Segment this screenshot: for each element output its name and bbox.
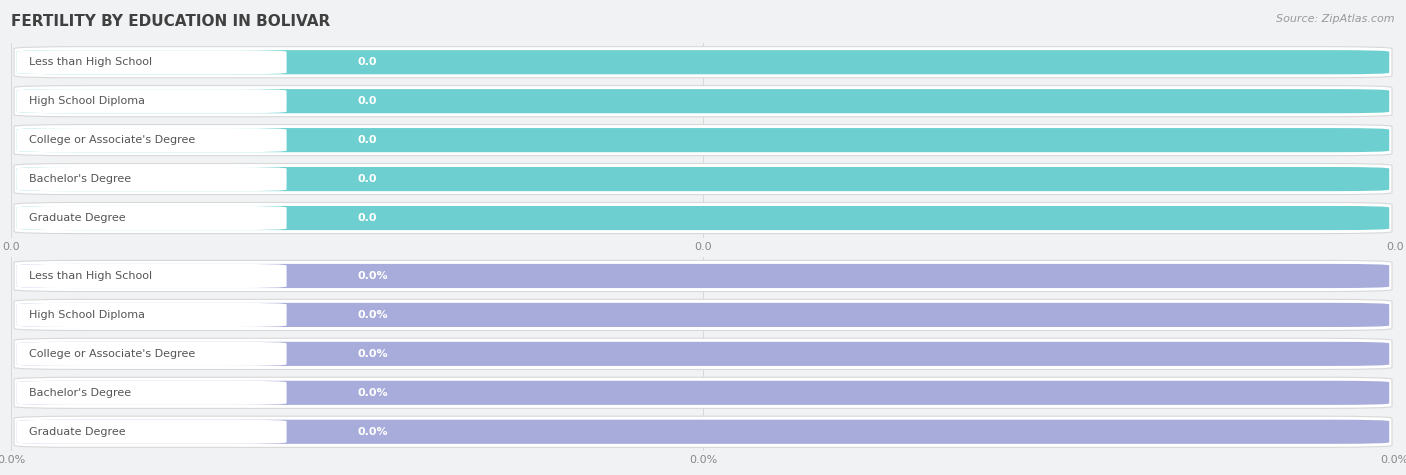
FancyBboxPatch shape (17, 89, 287, 113)
FancyBboxPatch shape (17, 50, 1389, 74)
FancyBboxPatch shape (17, 420, 1389, 444)
FancyBboxPatch shape (17, 264, 1389, 288)
FancyBboxPatch shape (17, 342, 1389, 366)
Text: 0.0%: 0.0% (357, 310, 388, 320)
FancyBboxPatch shape (17, 206, 1389, 230)
FancyBboxPatch shape (17, 342, 287, 366)
FancyBboxPatch shape (14, 416, 1392, 447)
Text: 0.0%: 0.0% (357, 271, 388, 281)
FancyBboxPatch shape (14, 260, 1392, 292)
FancyBboxPatch shape (14, 163, 1392, 195)
Text: 0.0%: 0.0% (357, 349, 388, 359)
FancyBboxPatch shape (14, 338, 1392, 370)
FancyBboxPatch shape (17, 128, 1389, 152)
FancyBboxPatch shape (17, 303, 1389, 327)
Text: Bachelor's Degree: Bachelor's Degree (30, 388, 131, 398)
Text: 0.0%: 0.0% (357, 427, 388, 437)
FancyBboxPatch shape (17, 89, 1389, 113)
Text: Less than High School: Less than High School (30, 57, 152, 67)
Text: High School Diploma: High School Diploma (30, 310, 145, 320)
FancyBboxPatch shape (17, 128, 287, 152)
Text: FERTILITY BY EDUCATION IN BOLIVAR: FERTILITY BY EDUCATION IN BOLIVAR (11, 14, 330, 29)
Text: College or Associate's Degree: College or Associate's Degree (30, 135, 195, 145)
Text: 0.0: 0.0 (357, 57, 377, 67)
FancyBboxPatch shape (17, 303, 287, 327)
Text: Bachelor's Degree: Bachelor's Degree (30, 174, 131, 184)
Text: 0.0: 0.0 (357, 96, 377, 106)
FancyBboxPatch shape (17, 420, 287, 444)
Text: High School Diploma: High School Diploma (30, 96, 145, 106)
Text: 0.0%: 0.0% (357, 388, 388, 398)
FancyBboxPatch shape (14, 377, 1392, 408)
Text: Source: ZipAtlas.com: Source: ZipAtlas.com (1277, 14, 1395, 24)
Text: 0.0: 0.0 (357, 174, 377, 184)
FancyBboxPatch shape (17, 50, 287, 74)
FancyBboxPatch shape (17, 167, 287, 191)
Text: 0.0: 0.0 (357, 213, 377, 223)
FancyBboxPatch shape (17, 264, 287, 288)
FancyBboxPatch shape (14, 86, 1392, 117)
FancyBboxPatch shape (14, 202, 1392, 234)
Text: 0.0: 0.0 (357, 135, 377, 145)
FancyBboxPatch shape (17, 381, 287, 405)
FancyBboxPatch shape (14, 47, 1392, 78)
FancyBboxPatch shape (14, 299, 1392, 331)
FancyBboxPatch shape (17, 167, 1389, 191)
Text: Less than High School: Less than High School (30, 271, 152, 281)
Text: Graduate Degree: Graduate Degree (30, 213, 127, 223)
Text: Graduate Degree: Graduate Degree (30, 427, 127, 437)
FancyBboxPatch shape (17, 206, 287, 230)
FancyBboxPatch shape (14, 124, 1392, 156)
FancyBboxPatch shape (17, 381, 1389, 405)
Text: College or Associate's Degree: College or Associate's Degree (30, 349, 195, 359)
